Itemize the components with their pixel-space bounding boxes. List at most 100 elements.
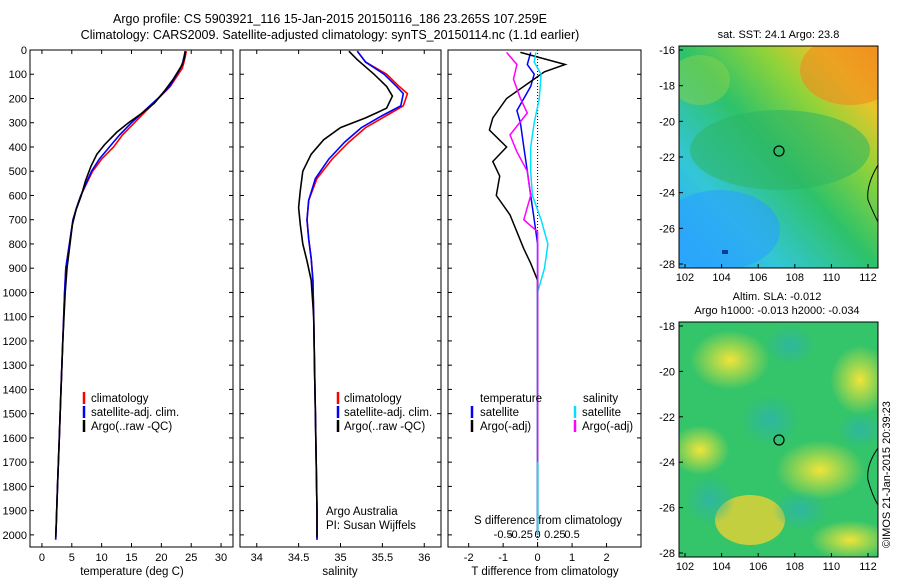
difference-xlabel-bottom: T difference from climatology [471,566,618,578]
x-tick-label: 20 [155,552,167,564]
legend-salinity-argo: Argo(-adj) [582,421,633,433]
depth-tick-label: 1700 [3,457,27,469]
depth-tick-label: 800 [9,239,27,251]
map-lat-tick-label: -22 [659,152,675,164]
salinity-legend: climatology satellite-adj. clim. Argo(..… [326,392,432,532]
depth-tick-label: 1400 [3,384,27,396]
depth-tick-label: 0 [21,45,27,57]
series-line [529,52,549,535]
map-lat-tick-label: -24 [659,457,675,469]
t-diff-tick-label: -1 [498,552,508,564]
map-lat-tick-label: -28 [659,548,675,560]
map-lat-tick-label: -20 [659,116,675,128]
map-lon-tick-label: 108 [786,561,804,573]
temperature-panel-frame [29,49,234,548]
legend-temperature-argo: Argo(-adj) [480,421,531,433]
legend-satellite-adj: satellite-adj. clim. [91,407,179,419]
series-line [488,51,568,535]
legend-salinity-title: salinity [583,393,618,405]
map-lat-tick-label: -26 [659,503,675,515]
depth-tick-label: 1600 [3,433,27,445]
salinity-panel: 34 34.5 35 35.5 36 [251,50,430,564]
s-diff-tick-label: 0 [535,529,541,541]
salinity-xlabel: salinity [322,566,357,578]
argo-location-marker [773,145,785,157]
map-lon-tick-label: 104 [712,561,730,573]
legend-temperature-satellite: satellite [480,407,519,419]
depth-tick-label: 1900 [3,506,27,518]
map-lon-tick-label: 110 [823,561,841,573]
temperature-xlabel: temperature (deg C) [80,566,184,578]
series-line [306,50,409,540]
s-diff-tick-label: -0.5 [494,529,513,541]
sla-map-title-line1: Altim. SLA: -0.012 [732,291,822,303]
map-lat-tick-label: -16 [659,45,675,57]
map-lon-tick-label: 102 [676,561,694,573]
depth-tick-label: 1100 [3,312,27,324]
argo-location-marker [773,434,785,446]
map-lat-tick-label: -18 [659,321,675,333]
series-line [54,51,186,540]
depth-tick-label: 1800 [3,481,27,493]
sst-map-title: sat. SST: 24.1 Argo: 23.8 [717,29,840,41]
depth-tick-label: 500 [9,166,27,178]
depth-tick-label: 200 [9,93,27,105]
x-tick-label: 35.5 [372,552,393,564]
s-diff-tick-label: -0.25 [508,529,533,541]
difference-panel: -2 -1 0 1 2 -0.5-0.25 0 0.250.5 [464,50,610,564]
t-diff-tick-label: 2 [603,552,609,564]
depth-axis: 0 100 200 300 400 500 600 700 800 900 1000 1100 1200… [3,45,641,542]
legend-climatology: climatology [344,393,402,405]
map-lon-tick-label: 108 [786,272,804,284]
series-line [506,51,539,463]
map-lon-tick-label: 112 [859,272,877,284]
s-diff-tick-label: 0.5 [564,529,579,541]
legend-argo: Argo(..raw -QC) [91,421,172,433]
difference-panel-frame [447,49,642,548]
legend-climatology: climatology [91,393,149,405]
x-tick-label: 34 [251,552,263,564]
x-tick-label: 34.5 [288,552,309,564]
t-diff-tick-label: 1 [569,552,575,564]
sla-map-title-line2: Argo h1000: -0.013 h2000: -0.034 [694,305,860,317]
map-lat-tick-label: -26 [659,223,675,235]
x-tick-label: 10 [96,552,108,564]
map-lon-tick-label: 102 [676,272,694,284]
series-line [54,51,188,540]
map-lon-tick-label: 112 [859,561,877,573]
figure-title-line2: Climatology: CARS2009. Satellite-adjuste… [80,28,580,42]
imos-timestamp: ©IMOS 21-Jan-2015 20:39:23 [881,401,893,548]
depth-tick-label: 1300 [3,360,27,372]
difference-xlabel-top: S difference from climatology [474,515,622,527]
s-diff-tick-label: 0.25 [544,529,565,541]
legend-argo: Argo(..raw -QC) [344,421,425,433]
x-tick-label: 25 [185,552,197,564]
depth-tick-label: 1000 [3,287,27,299]
x-tick-label: 35 [334,552,346,564]
map-lat-tick-label: -28 [659,259,675,271]
depth-tick-label: 300 [9,118,27,130]
map-lon-tick-label: 106 [749,272,767,284]
depth-tick-label: 900 [9,263,27,275]
series-line [54,51,186,538]
map-lon-tick-label: 104 [712,272,730,284]
depth-tick-label: 1500 [3,409,27,421]
depth-tick-label: 600 [9,190,27,202]
temperature-legend: climatology satellite-adj. clim. Argo(..… [82,392,179,433]
annotation-pi: PI: Susan Wijffels [326,520,416,532]
depth-tick-label: 400 [9,142,27,154]
t-diff-tick-label: 0 [535,552,541,564]
temperature-panel: 0 5 10 15 20 25 30 [39,50,227,564]
map-lat-tick-label: -22 [659,412,675,424]
x-tick-label: 15 [125,552,137,564]
legend-satellite-adj: satellite-adj. clim. [344,407,432,419]
depth-tick-label: 2000 [3,530,27,542]
map-lat-tick-label: -20 [659,366,675,378]
x-tick-label: 5 [69,552,75,564]
x-tick-label: 30 [215,552,227,564]
x-tick-label: 36 [418,552,430,564]
map-lat-tick-label: -18 [659,81,675,93]
map-lat-tick-label: -24 [659,188,675,200]
